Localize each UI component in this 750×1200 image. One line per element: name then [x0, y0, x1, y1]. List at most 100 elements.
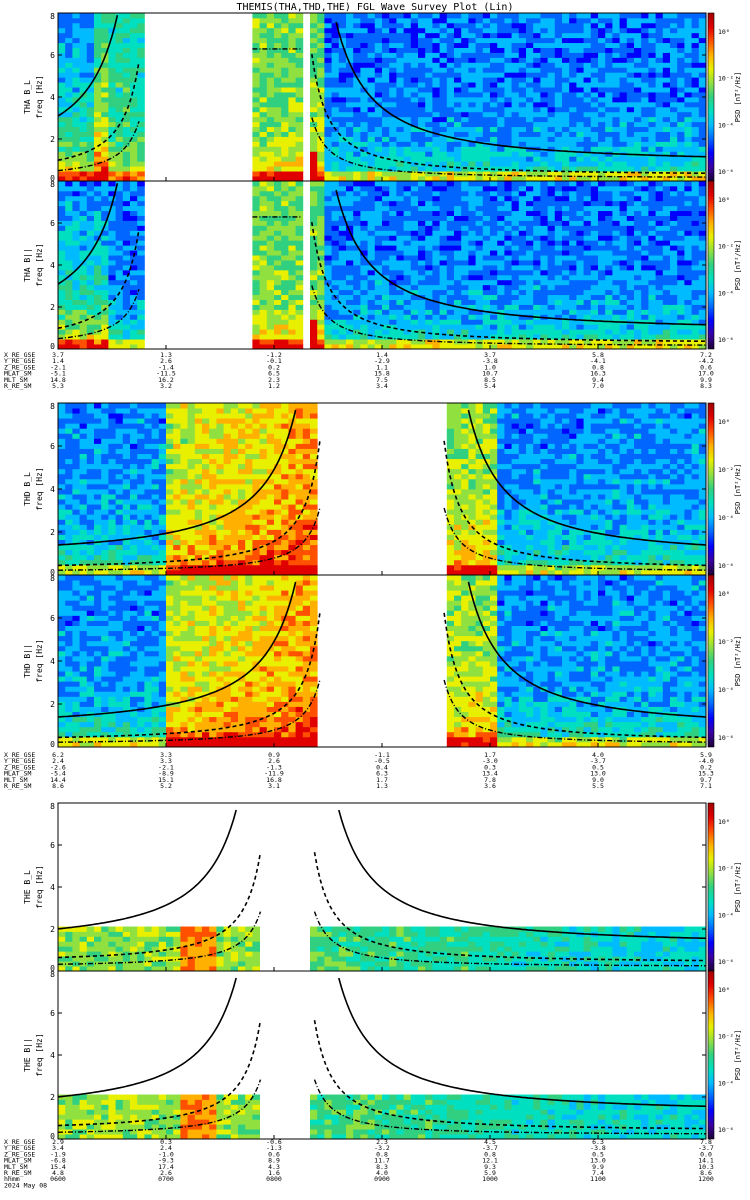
spectrogram-cell: [518, 136, 527, 142]
spectrogram-cell: [454, 141, 462, 147]
spectrogram-cell: [612, 210, 620, 216]
spectrogram-cell: [547, 284, 556, 291]
spectrogram-cell: [475, 131, 484, 137]
spectrogram-cell: [130, 329, 138, 335]
spectrogram-cell: [605, 225, 613, 231]
spectrogram-cell: [295, 274, 304, 281]
spectrogram-cell: [504, 181, 512, 187]
spectrogram-cell: [266, 151, 275, 157]
spectrogram-cell: [274, 116, 282, 123]
spectrogram-cell: [547, 22, 556, 29]
spectrogram-cell: [65, 161, 73, 167]
spectrogram-cell: [662, 57, 671, 63]
spectrogram-cell: [310, 47, 318, 53]
spectrogram-cell: [590, 166, 599, 172]
spectrogram-cell: [504, 274, 512, 281]
spectrogram-cell: [86, 92, 95, 98]
spectrogram-cell: [468, 284, 476, 291]
spectrogram-cell: [439, 161, 448, 167]
spectrogram-cell: [101, 299, 109, 305]
spectrogram-cell: [281, 314, 289, 320]
spectrogram-cell: [396, 126, 404, 132]
spectrogram-cell: [317, 97, 325, 103]
spectrogram-cell: [79, 146, 88, 152]
spectrogram-cell: [655, 37, 664, 44]
spectrogram-cell: [137, 106, 145, 113]
spectrogram-cell: [562, 13, 570, 19]
spectrogram-cell: [526, 274, 534, 281]
spectrogram-cell: [583, 77, 592, 83]
spectrogram-cell: [468, 205, 476, 212]
spectrogram-cell: [540, 225, 548, 231]
spectrogram-cell: [331, 304, 340, 310]
spectrogram-cell: [677, 111, 685, 118]
spectrogram-cell: [288, 176, 296, 182]
spectrogram-cell: [396, 235, 404, 241]
spectrogram-cell: [374, 131, 383, 137]
spectrogram-cell: [360, 334, 368, 340]
spectrogram-cell: [252, 166, 260, 172]
spectrogram-cell: [511, 67, 520, 73]
spectrogram-cell: [353, 235, 361, 241]
spectrogram-cell: [461, 240, 469, 246]
spectrogram-cell: [554, 339, 563, 345]
spectrogram-cell: [554, 255, 563, 261]
spectrogram-cell: [410, 230, 419, 236]
spectrogram-cell: [338, 240, 347, 246]
spectrogram-cell: [626, 265, 635, 271]
spectrogram-cell: [605, 205, 613, 212]
spectrogram-cell: [439, 176, 448, 182]
spectrogram-cell: [252, 141, 260, 147]
spectrogram-cell: [504, 131, 512, 137]
spectrogram-cell: [562, 240, 570, 246]
spectrogram-cell: [425, 32, 433, 39]
spectrogram-cell: [497, 62, 505, 68]
spectrogram-cell: [475, 230, 484, 236]
spectrogram-cell: [497, 200, 505, 207]
spectrogram-cell: [554, 230, 563, 236]
spectrogram-cell: [547, 190, 556, 197]
spectrogram-cell: [360, 309, 368, 315]
spectrogram-cell: [511, 171, 520, 177]
spectrogram-cell: [605, 190, 613, 197]
spectrogram-cell: [468, 77, 476, 83]
spectrogram-cell: [670, 314, 678, 320]
spectrogram-cell: [490, 176, 498, 182]
spectrogram-cell: [518, 32, 527, 39]
spectrogram-cell: [432, 37, 440, 44]
spectrogram-cell: [353, 294, 361, 300]
spectrogram-cell: [432, 82, 440, 88]
spectrogram-cell: [482, 269, 491, 276]
spectrogram-cell: [288, 319, 296, 325]
spectrogram-cell: [317, 240, 325, 246]
spectrogram-cell: [58, 141, 66, 147]
spectrogram-cell: [122, 57, 131, 63]
spectrogram-cell: [115, 67, 124, 73]
spectrogram-cell: [634, 121, 642, 128]
spectrogram-cell: [382, 181, 390, 187]
spectrogram-cell: [518, 156, 527, 162]
spectrogram-cell: [274, 67, 282, 73]
spectrogram-cell: [331, 190, 340, 197]
spectrogram-cell: [439, 62, 448, 68]
spectrogram-cell: [317, 176, 325, 182]
spectrogram-cell: [526, 279, 534, 286]
spectrogram-cell: [482, 37, 491, 44]
spectrogram-cell: [122, 324, 131, 330]
spectrogram-cell: [79, 195, 88, 202]
spectrogram-cell: [626, 57, 635, 63]
spectrogram-cell: [389, 265, 397, 271]
spectrogram-cell: [454, 92, 462, 98]
spectrogram-cell: [367, 166, 376, 172]
spectrogram-cell: [461, 225, 469, 231]
spectrogram-cell: [418, 210, 426, 216]
spectrogram-cell: [619, 77, 628, 83]
spectrogram-cell: [684, 304, 692, 310]
spectrogram-cell: [324, 166, 332, 172]
spectrogram-cell: [583, 294, 592, 300]
spectrogram-cell: [353, 334, 361, 340]
spectrogram-cell: [634, 309, 642, 315]
spectrogram-cell: [605, 17, 613, 24]
y-tick-label: 4: [50, 93, 55, 102]
spectrogram-cell: [562, 309, 570, 315]
